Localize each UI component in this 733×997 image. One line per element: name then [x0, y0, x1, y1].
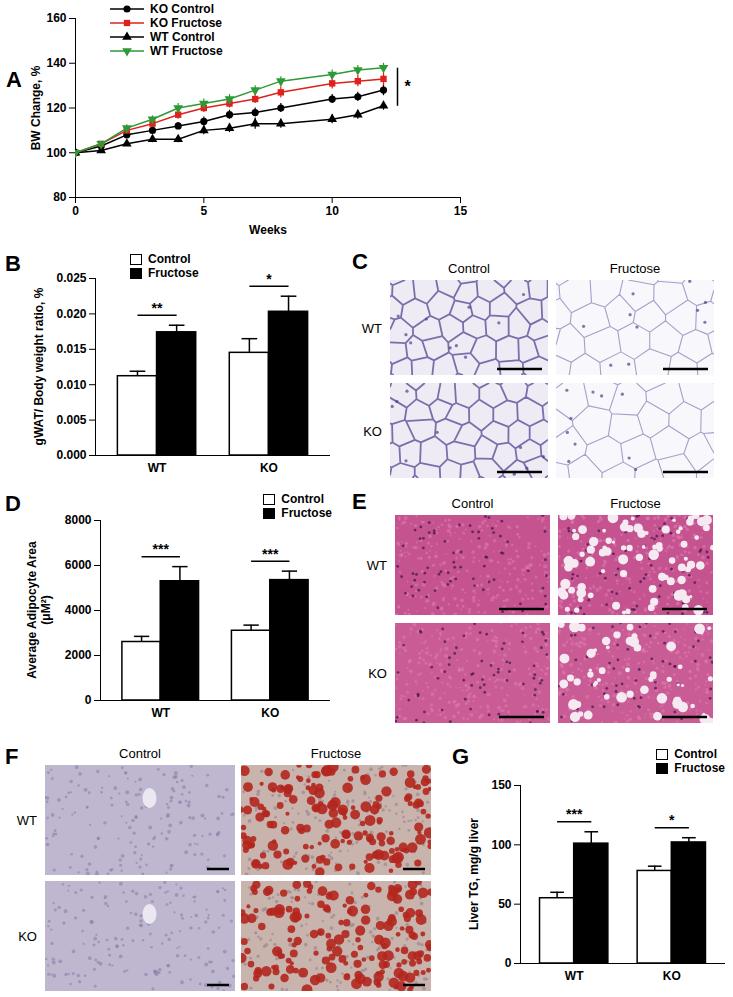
svg-text:6000: 6000: [65, 558, 92, 572]
html-text:Fructose: Fructose: [674, 761, 725, 775]
svg-text:WT: WT: [565, 969, 584, 983]
svg-text:***: ***: [153, 541, 170, 557]
svg-text:15: 15: [454, 204, 468, 218]
svg-text:KO: KO: [261, 706, 279, 720]
html-text:Control: Control: [281, 492, 324, 506]
html-text:B: B: [5, 251, 21, 276]
svg-text:**: **: [152, 300, 163, 316]
html-text:WT Fructose: WT Fructose: [150, 44, 223, 58]
svg-text:10: 10: [325, 204, 339, 218]
svg-text:KO: KO: [663, 969, 681, 983]
svg-text:Fructose: Fructose: [610, 496, 661, 511]
svg-text:*: *: [669, 812, 675, 828]
svg-text:Fructose: Fructose: [311, 746, 362, 761]
svg-text:0: 0: [72, 204, 79, 218]
svg-text:4000: 4000: [65, 603, 92, 617]
svg-text:BW Change, %: BW Change, %: [29, 65, 43, 150]
svg-text:WT: WT: [367, 558, 387, 573]
svg-text:150: 150: [491, 778, 511, 792]
svg-text:160: 160: [46, 11, 66, 25]
html-text:F: F: [5, 744, 19, 769]
svg-text:0: 0: [505, 956, 512, 970]
html-text:Fructose: Fructose: [281, 506, 332, 520]
svg-text:0: 0: [85, 693, 92, 707]
svg-text:***: ***: [262, 546, 279, 562]
svg-text:KO: KO: [363, 424, 382, 439]
svg-text:2000: 2000: [65, 648, 92, 662]
svg-text:KO: KO: [18, 929, 37, 944]
html-text:KO Control: KO Control: [150, 2, 214, 16]
html-text:Control: Control: [148, 252, 191, 266]
svg-text:Fructose: Fructose: [610, 261, 661, 276]
html-text:Liver TG, mg/g liver: Liver TG, mg/g liver: [467, 818, 481, 930]
html-text:Fructose: Fructose: [148, 266, 199, 280]
svg-text:WT: WT: [148, 461, 167, 475]
html-text:Average Adipocyte Area (μM²): Average Adipocyte Area (μM²): [25, 541, 53, 679]
svg-text:*: *: [404, 78, 411, 95]
svg-text:WT: WT: [362, 321, 382, 336]
svg-text:120: 120: [46, 101, 66, 115]
svg-text:100: 100: [46, 146, 66, 160]
html-text:E: E: [352, 489, 367, 514]
svg-text:0.000: 0.000: [56, 448, 86, 462]
svg-text:0.020: 0.020: [56, 307, 86, 321]
svg-text:Weeks: Weeks: [249, 223, 287, 237]
html-text:A: A: [6, 67, 22, 92]
svg-text:Control: Control: [452, 496, 494, 511]
svg-text:0.015: 0.015: [56, 342, 86, 356]
svg-text:140: 140: [46, 56, 66, 70]
svg-text:Control: Control: [119, 746, 161, 761]
svg-text:KO: KO: [260, 461, 278, 475]
html-text:Control: Control: [674, 747, 717, 761]
html-text:KO Fructose: KO Fructose: [150, 16, 222, 30]
svg-text:8000: 8000: [65, 513, 92, 527]
html-text:C: C: [352, 249, 368, 274]
svg-text:0.005: 0.005: [56, 413, 86, 427]
svg-text:WT: WT: [17, 813, 37, 828]
svg-text:80: 80: [53, 190, 67, 204]
svg-text:100: 100: [491, 838, 511, 852]
svg-text:50: 50: [498, 897, 512, 911]
svg-text:Control: Control: [448, 261, 490, 276]
html-text:D: D: [5, 491, 21, 516]
html-text:G: G: [452, 744, 470, 769]
svg-text:0.010: 0.010: [56, 378, 86, 392]
html-text:WT Control: WT Control: [150, 30, 215, 44]
svg-text:0.025: 0.025: [56, 271, 86, 285]
svg-text:WT: WT: [151, 706, 170, 720]
svg-text:5: 5: [200, 204, 207, 218]
svg-text:*: *: [266, 271, 272, 287]
svg-text:KO: KO: [368, 666, 387, 681]
svg-text:***: ***: [566, 806, 583, 822]
html-text:gWAT/ Body weight ratio, %: gWAT/ Body weight ratio, %: [32, 287, 46, 446]
